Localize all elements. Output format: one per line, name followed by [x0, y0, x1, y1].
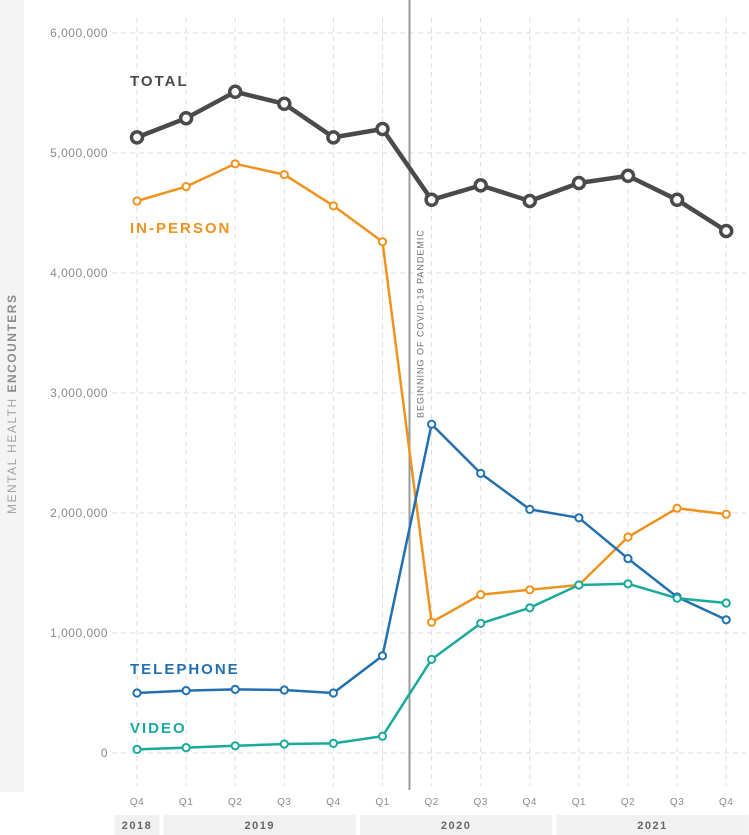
year-label: 2019: [245, 820, 275, 832]
year-label: 2021: [637, 820, 667, 832]
data-point-telephone: [623, 554, 633, 564]
data-point-video: [623, 579, 633, 589]
data-point-in-person: [672, 503, 682, 513]
x-tick-label: Q4: [130, 797, 144, 808]
data-point-video: [525, 603, 535, 613]
data-point-in-person: [623, 532, 633, 542]
data-point-telephone: [377, 651, 388, 661]
data-point-total: [718, 223, 734, 239]
year-band: [359, 815, 553, 835]
data-point-in-person: [377, 237, 388, 247]
data-point-in-person: [427, 617, 437, 627]
year-band: [163, 815, 356, 835]
data-point-in-person: [279, 170, 289, 180]
series-label-telephone: TELEPHONE: [130, 661, 240, 678]
data-point-total: [375, 121, 390, 137]
x-tick-label: Q2: [621, 797, 635, 808]
data-point-total: [571, 175, 587, 191]
x-tick-label: Q4: [523, 797, 537, 808]
data-point-in-person: [230, 159, 240, 169]
y-tick-label: 3,000,000: [50, 386, 108, 400]
data-point-video: [328, 738, 338, 749]
data-point-in-person: [328, 201, 338, 211]
data-point-in-person: [132, 196, 142, 206]
x-tick-labels: Q4 Q1 Q2 Q3 Q4 Q1 Q2 Q3 Q4 Q1 Q2 Q3 Q4: [130, 797, 733, 808]
data-point-total: [620, 168, 636, 184]
x-tick-label: Q4: [326, 797, 340, 808]
data-point-total: [129, 130, 145, 145]
y-axis-title: MENTAL HEALTH ENCOUNTERS: [0, 0, 24, 792]
data-point-telephone: [525, 504, 535, 514]
data-point-in-person: [525, 585, 535, 595]
data-point-total: [473, 178, 488, 193]
data-point-video: [377, 731, 388, 741]
data-point-in-person: [181, 182, 191, 192]
data-point-video: [132, 744, 142, 755]
y-tick-label: 4,000,000: [50, 266, 108, 280]
data-point-telephone: [574, 513, 584, 523]
data-point-video: [279, 739, 289, 749]
data-point-telephone: [279, 685, 289, 695]
x-tick-label: Q3: [670, 797, 684, 808]
data-point-video: [672, 593, 682, 603]
data-point-total: [227, 84, 243, 100]
year-band: [556, 815, 749, 835]
x-tick-label: Q2: [228, 797, 242, 808]
series-label-total: TOTAL: [130, 73, 189, 90]
data-point-telephone: [427, 419, 437, 429]
y-axis-title-band: [0, 0, 24, 792]
data-point-telephone: [230, 684, 240, 695]
data-point-total: [277, 96, 292, 112]
series-points: [129, 84, 734, 755]
y-tick-label: 5,000,000: [50, 146, 108, 160]
y-tick-label: 0: [101, 746, 108, 760]
data-point-total: [669, 192, 685, 208]
year-label: 2020: [441, 820, 471, 832]
y-tick-labels: 0 1,000,000 2,000,000 3,000,000 4,000,000 5,0…: [50, 26, 108, 760]
data-point-telephone: [132, 688, 142, 698]
data-point-total: [178, 110, 194, 126]
data-point-telephone: [476, 468, 486, 478]
y-tick-label: 1,000,000: [50, 626, 108, 640]
year-band: [114, 815, 160, 835]
series-label-in-person: IN-PERSON: [130, 220, 231, 237]
x-tick-label: Q4: [719, 797, 733, 808]
data-point-video: [230, 741, 240, 751]
y-axis-label-regular: MENTAL HEALTH: [5, 393, 19, 514]
y-tick-label: 6,000,000: [50, 26, 108, 40]
pandemic-annotation: BEGINNING OF COVID-19 PANDEMIC: [408, 0, 426, 790]
x-tick-label: Q1: [179, 797, 193, 808]
data-point-video: [574, 580, 584, 590]
data-point-in-person: [721, 509, 731, 519]
data-point-telephone: [328, 688, 338, 698]
data-point-video: [721, 598, 731, 608]
pandemic-marker-label: BEGINNING OF COVID-19 PANDEMIC: [416, 229, 426, 418]
x-tick-label: Q1: [375, 797, 389, 808]
series-label-video: VIDEO: [130, 720, 187, 737]
data-point-total: [326, 130, 341, 145]
data-point-telephone: [721, 615, 731, 625]
data-point-video: [181, 743, 191, 753]
data-point-in-person: [476, 590, 486, 600]
series-labels: TOTAL IN-PERSON TELEPHONE VIDEO: [130, 73, 240, 737]
x-tick-label: Q3: [474, 797, 488, 808]
x-tick-label: Q2: [424, 797, 438, 808]
y-gridlines: [112, 32, 749, 754]
x-tick-label: Q1: [572, 797, 586, 808]
y-axis-label: MENTAL HEALTH ENCOUNTERS: [5, 294, 19, 514]
year-bands: 2018 2019 2020 2021: [114, 815, 749, 835]
y-tick-label: 2,000,000: [50, 506, 108, 520]
data-point-telephone: [181, 686, 191, 696]
year-label: 2018: [122, 820, 152, 832]
data-point-total: [424, 192, 439, 208]
x-tick-label: Q3: [277, 797, 291, 808]
data-point-video: [476, 618, 486, 629]
data-point-total: [522, 193, 538, 209]
y-axis-label-bold: ENCOUNTERS: [5, 294, 19, 393]
data-point-video: [427, 654, 437, 665]
